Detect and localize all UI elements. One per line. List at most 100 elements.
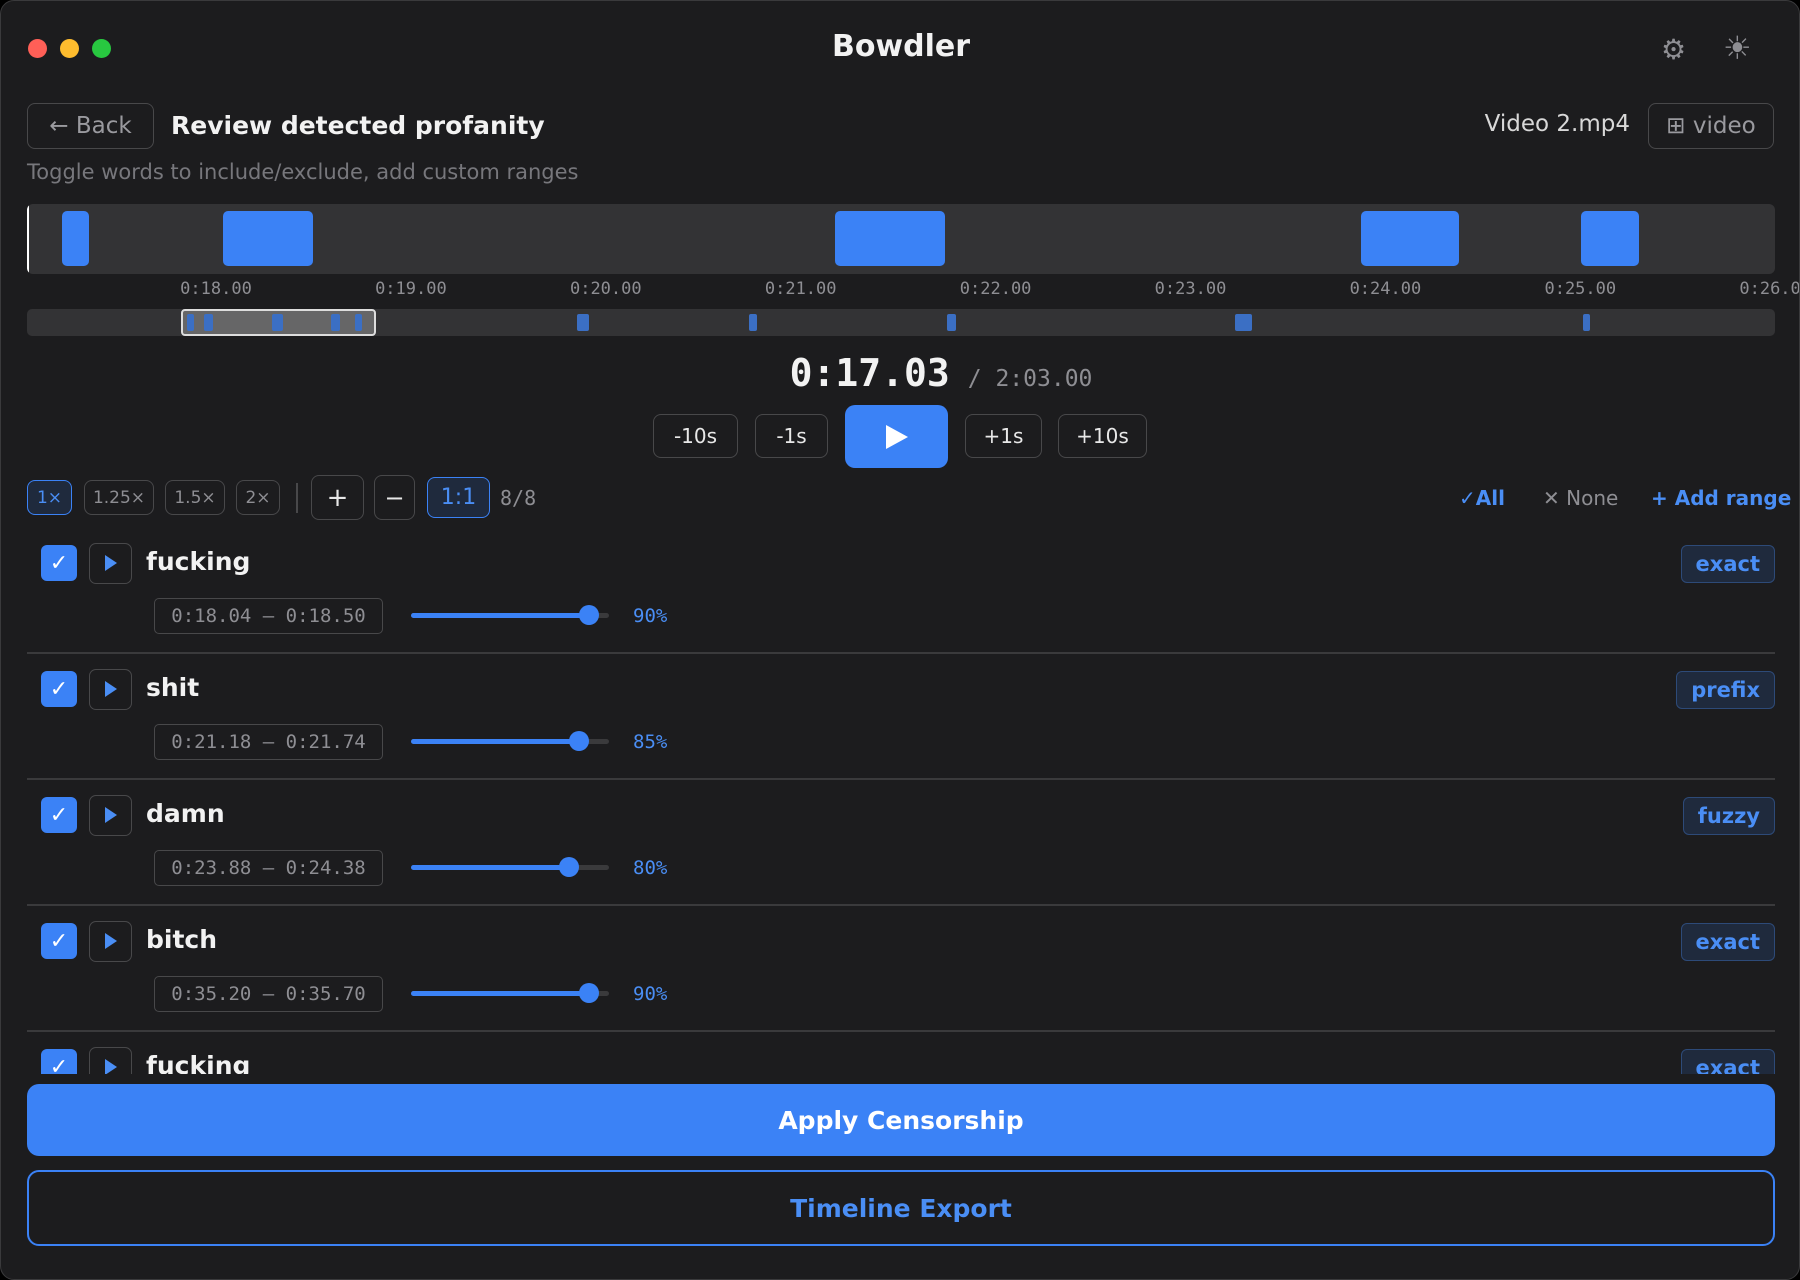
speed-button[interactable]: 1×	[27, 480, 72, 515]
minimap[interactable]	[27, 309, 1775, 336]
minimap-mark	[1235, 314, 1252, 331]
word: fucking	[146, 1051, 251, 1074]
word-region[interactable]	[1361, 211, 1459, 266]
divider	[27, 904, 1775, 906]
minimap-mark	[1583, 314, 1590, 331]
play-word[interactable]	[89, 795, 132, 836]
word: shit	[146, 673, 200, 702]
match-badge[interactable]: fuzzy	[1682, 797, 1775, 835]
speed-button[interactable]: 2×	[236, 480, 280, 515]
apply-button[interactable]: Apply Censorship	[27, 1084, 1775, 1156]
minimap-mark	[947, 314, 956, 331]
divider	[27, 778, 1775, 780]
play-word[interactable]	[89, 669, 132, 710]
word-list: ✓ fucking exact 0:18.04 – 0:18.50 90% ✓ shit pr…	[1, 501, 1799, 1074]
seek-button[interactable]: -10s	[653, 414, 738, 458]
match-badge[interactable]: exact	[1680, 545, 1775, 583]
subtitle: Toggle words to include/exclude, add cus…	[27, 160, 579, 184]
play-word[interactable]	[89, 921, 132, 962]
add-range[interactable]: + Add range	[1651, 486, 1792, 510]
time-display: 0:17.03 / 2:03.00	[701, 351, 1181, 395]
tick-label: 0:19.00	[375, 279, 447, 299]
minimap-mark	[187, 314, 194, 331]
playhead	[27, 204, 29, 274]
slider-thumb[interactable]	[579, 983, 600, 1003]
play-word[interactable]	[89, 543, 132, 584]
slider-thumb[interactable]	[559, 857, 580, 877]
match-badge[interactable]: exact	[1680, 923, 1775, 961]
confidence-label: 80%	[633, 857, 668, 879]
zoom-in[interactable]: +	[311, 475, 364, 520]
settings-icon[interactable]: ⚙	[1661, 33, 1687, 66]
word-region[interactable]	[1581, 211, 1639, 266]
tick-label: 0:26.00	[1739, 279, 1800, 299]
zoom-reset[interactable]: 1:1	[427, 477, 490, 518]
play-icon	[105, 555, 117, 571]
speed-button[interactable]: 1.25×	[84, 480, 154, 515]
speed-button[interactable]: 1.5×	[165, 480, 225, 515]
app-title: Bowdler	[831, 29, 971, 64]
checkbox[interactable]: ✓	[41, 923, 77, 959]
word: damn	[146, 799, 225, 828]
play-button[interactable]	[845, 405, 948, 468]
view-toggle[interactable]: ⊞ video	[1648, 103, 1774, 149]
confidence-slider[interactable]	[411, 605, 609, 625]
slider-fill	[411, 991, 590, 996]
seek-button[interactable]: -1s	[755, 414, 828, 458]
minimize[interactable]	[60, 39, 79, 58]
time-range[interactable]: 0:35.20 – 0:35.70	[154, 976, 383, 1012]
word: fucking	[146, 547, 251, 576]
confidence-slider[interactable]	[411, 857, 609, 877]
seek-button[interactable]: +1s	[965, 414, 1042, 458]
checkbox[interactable]: ✓	[41, 797, 77, 833]
time-range[interactable]: 0:18.04 – 0:18.50	[154, 598, 383, 634]
word-region[interactable]	[835, 211, 945, 266]
play-icon	[105, 1059, 117, 1074]
separator	[296, 483, 298, 513]
zoom[interactable]	[92, 39, 111, 58]
confidence-slider[interactable]	[411, 983, 609, 1003]
select-all[interactable]: ✓All	[1459, 486, 1505, 510]
theme-icon[interactable]: ☀	[1723, 29, 1752, 67]
checkbox[interactable]: ✓	[41, 671, 77, 707]
back-button[interactable]: ← Back	[27, 103, 154, 149]
slider-fill	[411, 613, 590, 618]
page-title: Review detected profanity	[171, 111, 545, 140]
confidence-label: 90%	[633, 605, 668, 627]
close[interactable]	[28, 39, 47, 58]
word-region[interactable]	[223, 211, 313, 266]
match-badge[interactable]: prefix	[1676, 671, 1775, 709]
tick-label: 0:23.00	[1154, 279, 1227, 299]
tick-label: 0:20.00	[569, 279, 642, 299]
match-badge[interactable]: exact	[1680, 1049, 1775, 1074]
word-region[interactable]	[62, 211, 89, 266]
total-time: / 2:03.00	[967, 366, 1093, 392]
slider-fill	[411, 865, 570, 870]
divider	[27, 1030, 1775, 1032]
minimap-mark	[204, 314, 213, 331]
zoom-out[interactable]: −	[374, 475, 415, 520]
confidence-label: 90%	[633, 983, 668, 1005]
divider	[27, 652, 1775, 654]
slider-thumb[interactable]	[569, 731, 590, 751]
word: bitch	[146, 925, 218, 954]
waveform[interactable]	[27, 204, 1775, 274]
confidence-label: 85%	[633, 731, 668, 753]
play-word[interactable]	[89, 1047, 132, 1074]
current-time: 0:17.03	[789, 351, 950, 395]
play-icon	[105, 807, 117, 823]
select-none[interactable]: ✕ None	[1543, 486, 1619, 510]
slider-thumb[interactable]	[579, 605, 600, 625]
time-range[interactable]: 0:21.18 – 0:21.74	[154, 724, 383, 760]
checkbox[interactable]: ✓	[41, 545, 77, 581]
minimap-mark	[331, 314, 340, 331]
time-range[interactable]: 0:23.88 – 0:24.38	[154, 850, 383, 886]
minimap-mark	[272, 314, 283, 331]
checkbox[interactable]: ✓	[41, 1049, 77, 1074]
seek-button[interactable]: +10s	[1058, 414, 1147, 458]
viewport[interactable]	[181, 309, 376, 336]
tick-label: 0:24.00	[1349, 279, 1422, 299]
confidence-slider[interactable]	[411, 731, 609, 751]
export-button[interactable]: Timeline Export	[27, 1170, 1775, 1246]
